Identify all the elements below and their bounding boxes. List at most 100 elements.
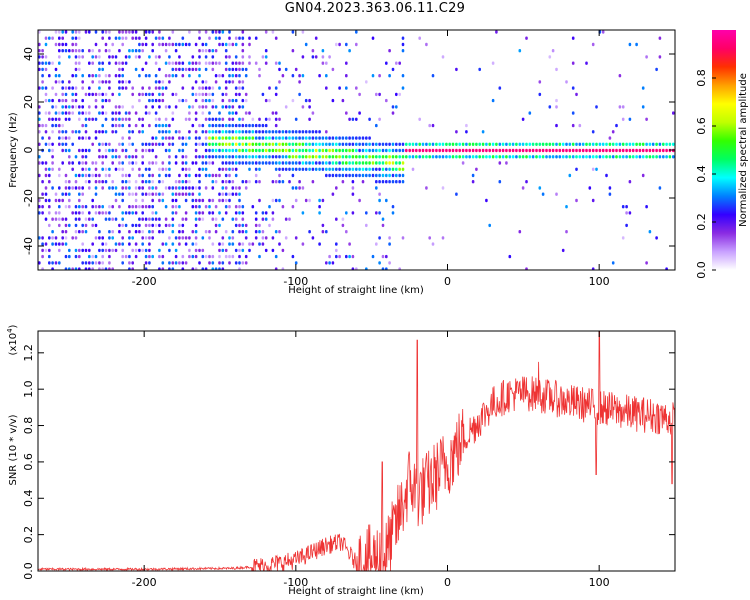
- spectrogram-cell: [98, 248, 101, 253]
- spectrogram-cell: [551, 49, 555, 53]
- spectrogram-cell: [391, 155, 395, 159]
- spectrogram-cell: [81, 111, 84, 115]
- spectrogram-cell: [148, 173, 151, 178]
- spectrogram-cell: [101, 236, 104, 240]
- spectrogram-cell: [198, 167, 201, 171]
- spectrogram-cell: [184, 192, 188, 196]
- spectrogram-cell: [535, 148, 538, 153]
- spectrogram-cell: [271, 142, 275, 146]
- spectrogram-cell: [128, 211, 131, 215]
- spectrogram-cell: [258, 180, 261, 184]
- x-tick-label: -200: [132, 576, 157, 589]
- spectrogram-cell: [268, 86, 271, 90]
- spectrogram-cell: [238, 105, 241, 109]
- spectrogram-cell: [465, 142, 468, 146]
- spectrogram-cell: [78, 217, 81, 221]
- spectrogram-cell: [258, 242, 261, 246]
- spectrogram-cell: [341, 167, 345, 171]
- spectrogram-cell: [54, 67, 58, 72]
- spectrogram-cell: [161, 130, 165, 134]
- spectrogram-cell: [124, 173, 128, 178]
- spectrogram-cell: [101, 261, 104, 265]
- spectrogram-cell: [174, 130, 178, 134]
- spectrogram-cell: [608, 136, 612, 140]
- spectrogram-cell: [625, 142, 628, 146]
- spectrogram-cell: [645, 117, 648, 121]
- spectrogram-cell: [88, 261, 91, 265]
- spectrogram-cell: [48, 136, 51, 140]
- spectrogram-cell: [111, 236, 114, 240]
- spectrogram-cell: [254, 236, 258, 240]
- spectrogram-cell: [64, 230, 68, 234]
- spectrogram-cell: [174, 161, 178, 165]
- spectrogram-cell: [348, 117, 351, 121]
- spectrogram-cell: [64, 136, 68, 140]
- spectrogram-cell: [361, 136, 365, 140]
- spectrogram-cell: [328, 254, 331, 259]
- spectrogram-cell: [81, 105, 84, 109]
- spectrogram-cell: [375, 242, 378, 246]
- spectrogram-cell: [184, 67, 188, 72]
- spectrogram-cell: [94, 236, 98, 240]
- spectrogram-cell: [398, 155, 401, 159]
- spectrogram-cell: [548, 55, 552, 59]
- spectrogram-cell: [148, 180, 151, 184]
- spectrogram-cell: [528, 111, 532, 115]
- spectrogram-cell: [98, 173, 101, 178]
- spectrogram-cell: [194, 161, 198, 165]
- spectrogram-cell: [174, 42, 178, 47]
- spectrogram-cell: [201, 98, 205, 103]
- spectrogram-cell: [154, 55, 158, 59]
- x-tick-label: 100: [589, 275, 610, 288]
- spectrogram-cell: [58, 98, 61, 103]
- spectrogram-cell: [164, 136, 168, 140]
- spectrogram-cell: [84, 248, 88, 253]
- spectrogram-cell: [591, 155, 595, 159]
- spectrogram-cell: [254, 148, 258, 153]
- spectrogram-cell: [108, 142, 111, 146]
- spectrogram-cell: [131, 105, 134, 109]
- spectrogram-cell: [291, 155, 295, 159]
- spectrogram-cell: [118, 74, 121, 78]
- spectrogram-cell: [221, 74, 225, 78]
- spectrogram-cell: [294, 161, 298, 165]
- spectrogram-cell: [254, 130, 258, 134]
- spectrogram-cell: [278, 242, 281, 246]
- spectrogram-cell: [591, 267, 595, 270]
- spectrogram-cell: [264, 117, 268, 121]
- spectrogram-cell: [395, 61, 398, 65]
- spectrogram-cell: [331, 192, 335, 196]
- spectrogram-cell: [431, 123, 435, 128]
- spectrogram-cell: [74, 42, 78, 47]
- spectrogram-cell: [111, 217, 114, 221]
- spectrogram-cell: [218, 254, 221, 259]
- spectrogram-cell: [41, 86, 44, 90]
- spectrogram-cell: [104, 98, 108, 103]
- spectrogram-cell: [615, 148, 618, 153]
- spectrogram-cell: [71, 98, 74, 103]
- spectrogram-cell: [284, 236, 288, 240]
- spectrogram-cell: [308, 148, 311, 153]
- spectrogram-cell: [214, 105, 218, 109]
- spectrogram-cell: [351, 254, 355, 259]
- spectrogram-cell: [121, 67, 124, 72]
- spectrogram-cell: [161, 36, 165, 40]
- spectrogram-cell: [74, 236, 78, 240]
- spectrogram-cell: [431, 142, 435, 146]
- spectrogram-cell: [221, 92, 225, 97]
- spectrogram-cell: [71, 92, 74, 97]
- spectrogram-cell: [108, 254, 111, 259]
- spectrogram-cell: [94, 130, 98, 134]
- spectrogram-cell: [81, 86, 84, 90]
- spectrogram-cell: [64, 217, 68, 221]
- spectrogram-cell: [231, 111, 235, 115]
- spectrogram-cell: [608, 148, 612, 153]
- spectrogram-cell: [61, 161, 64, 165]
- spectrogram-cell: [111, 180, 114, 184]
- spectrogram-cell: [201, 142, 205, 146]
- spectrogram-cell: [341, 217, 345, 221]
- spectrogram-cell: [141, 161, 144, 165]
- spectrogram-cell: [218, 61, 221, 65]
- spectrogram-cell: [325, 142, 328, 146]
- spectrogram-cell: [58, 130, 61, 134]
